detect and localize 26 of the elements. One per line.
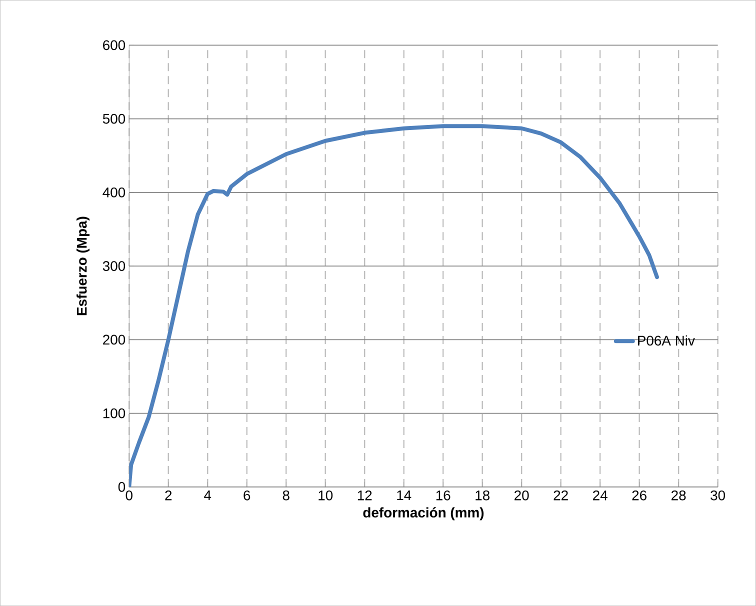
x-tick-label: 0 (126, 490, 132, 500)
legend-label: P06A Niv (638, 335, 695, 346)
x-tick-label: 10 (318, 490, 333, 500)
x-tick-label: 12 (358, 490, 372, 500)
y-tick-label: 100 (103, 408, 126, 418)
x-tick-label: 22 (554, 490, 568, 500)
x-tick-label: 16 (436, 490, 450, 500)
x-tick-label: 2 (165, 490, 172, 500)
y-tick-label: 500 (102, 114, 126, 124)
y-tick-label: 600 (103, 40, 126, 50)
x-tick-label: 20 (514, 490, 529, 500)
y-axis-title: Esfuerzo (Mpa) (76, 216, 90, 316)
x-tick-label: 24 (593, 490, 608, 500)
x-tick-label: 14 (397, 490, 412, 500)
y-tick-label: 300 (102, 261, 126, 271)
x-tick-label: 8 (282, 490, 290, 500)
y-tick-label: 200 (103, 334, 126, 345)
x-tick-label: 4 (204, 490, 212, 500)
x-axis-title: deformación (mm) (363, 507, 484, 520)
x-tick-label: 28 (672, 490, 686, 500)
y-tick-label: 0 (118, 482, 126, 492)
y-tick-label: 400 (102, 187, 126, 198)
x-tick-label: 26 (632, 490, 646, 500)
x-tick-label: 6 (244, 490, 250, 500)
x-tick-label: 30 (710, 490, 726, 500)
x-tick-label: 18 (476, 490, 490, 500)
